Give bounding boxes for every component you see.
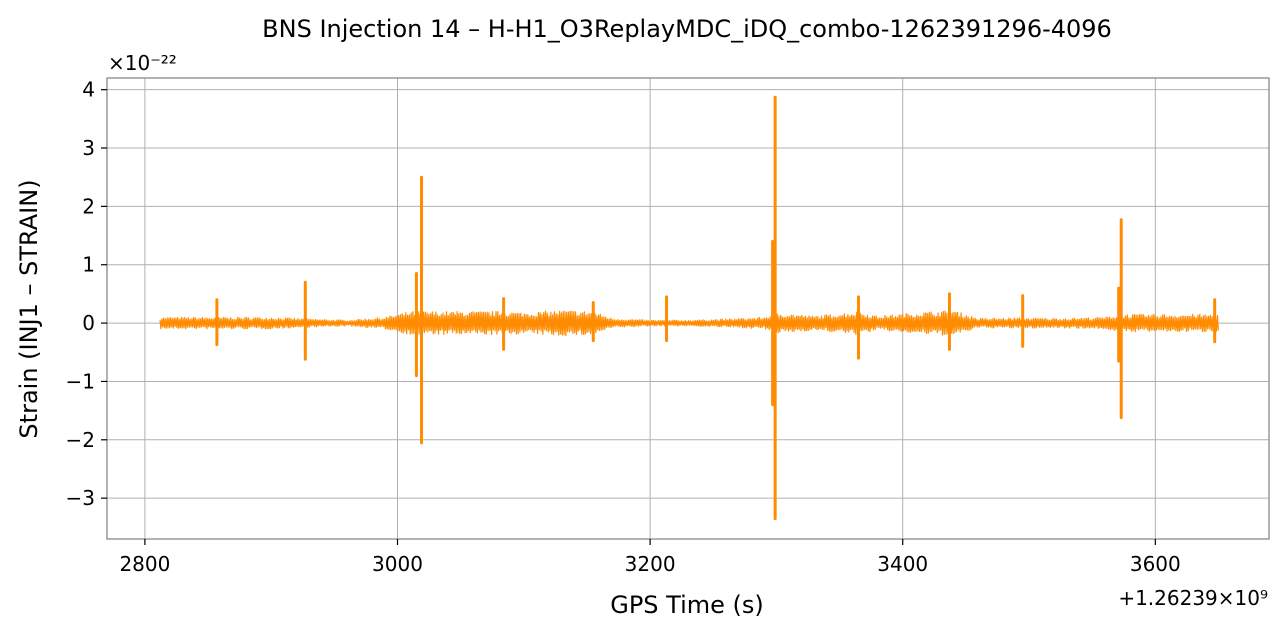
x-axis-ticks: 2800 3000 3200 3400 3600 (119, 539, 1181, 576)
y-tick-label: −1 (66, 369, 95, 393)
x-tick-label: 2800 (119, 552, 170, 576)
grid (107, 78, 1269, 539)
y-tick-label: −2 (66, 428, 95, 452)
x-tick-label: 3200 (625, 552, 676, 576)
y-tick-label: 3 (82, 136, 95, 160)
y-tick-label: 1 (82, 253, 95, 277)
y-axis-label: Strain (INJ1 – STRAIN) (15, 179, 43, 438)
x-tick-label: 3600 (1130, 552, 1181, 576)
y-tick-label: 2 (82, 194, 95, 218)
y-tick-label: 4 (82, 78, 95, 102)
y-tick-label: −3 (66, 486, 95, 510)
strain-noise-line (159, 310, 1219, 337)
strain-series (159, 95, 1219, 521)
x-axis-label: GPS Time (s) (610, 591, 764, 619)
plot-frame (106, 77, 1270, 540)
x-tick-label: 3400 (877, 552, 928, 576)
y-axis-ticks: −3 −2 −1 0 1 2 3 4 (66, 78, 107, 510)
y-scale-text: ×10⁻²² (108, 51, 177, 75)
y-tick-label: 0 (82, 311, 95, 335)
x-offset-text: +1.26239×10⁹ (1118, 586, 1268, 610)
x-tick-label: 3000 (372, 552, 423, 576)
chart-title: BNS Injection 14 – H-H1_O3ReplayMDC_iDQ_… (262, 15, 1112, 43)
